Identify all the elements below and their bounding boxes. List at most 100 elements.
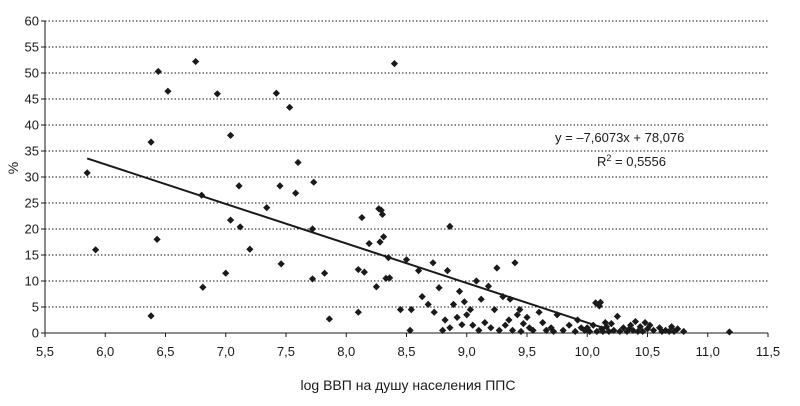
data-point <box>469 321 477 329</box>
data-point <box>649 326 658 334</box>
x-tick-label: 5,5 <box>36 344 54 359</box>
data-point <box>655 324 664 332</box>
data-point <box>429 259 437 267</box>
data-point <box>495 326 503 334</box>
data-point <box>517 327 525 336</box>
y-tick-label: 5 <box>32 300 39 315</box>
data-point <box>407 306 415 314</box>
data-point <box>402 256 411 264</box>
data-point <box>441 316 449 324</box>
data-point <box>308 225 317 233</box>
data-point <box>513 311 521 319</box>
data-point <box>435 284 443 292</box>
data-point <box>577 324 585 332</box>
data-point <box>406 326 414 334</box>
data-point <box>354 308 362 316</box>
data-point <box>484 282 493 290</box>
data-point <box>571 327 579 336</box>
data-point <box>325 315 333 323</box>
data-point <box>294 158 302 167</box>
data-point <box>680 327 688 336</box>
y-tick-label: 50 <box>25 66 39 81</box>
x-tick-label: 9,5 <box>518 344 536 359</box>
data-point <box>586 327 594 336</box>
data-point <box>320 269 329 277</box>
y-tick-label: 0 <box>32 326 39 341</box>
data-point <box>458 321 466 329</box>
data-point <box>375 205 383 213</box>
data-point <box>501 321 509 329</box>
data-point <box>453 313 461 321</box>
data-point <box>539 319 547 327</box>
data-point <box>499 293 507 301</box>
data-point <box>449 300 458 308</box>
y-axis-label: % <box>5 162 21 174</box>
data-point <box>725 328 734 336</box>
data-point <box>463 311 471 319</box>
data-point <box>475 326 483 334</box>
data-point <box>596 298 605 306</box>
data-point <box>386 274 394 282</box>
data-point <box>525 324 534 332</box>
data-point <box>627 321 635 329</box>
data-point <box>414 267 423 275</box>
y-tick-label: 35 <box>25 144 39 159</box>
data-point <box>226 131 235 139</box>
data-point <box>592 299 600 307</box>
data-point <box>446 324 454 332</box>
data-point <box>549 327 558 336</box>
data-point <box>605 327 613 336</box>
data-point <box>382 274 390 282</box>
y-tick-label: 15 <box>25 248 39 263</box>
y-tick-label: 55 <box>25 40 39 55</box>
data-point <box>523 313 531 321</box>
data-point <box>460 298 468 306</box>
data-point <box>360 268 368 276</box>
data-point <box>147 312 155 320</box>
y-tick-label: 45 <box>25 92 39 107</box>
trendline-equation: y = –7,6073x + 78,076 <box>555 130 684 145</box>
data-point <box>380 233 388 241</box>
data-point <box>396 306 405 314</box>
data-point <box>192 57 200 66</box>
data-point <box>547 324 555 332</box>
data-point <box>277 260 285 268</box>
data-point <box>358 213 366 222</box>
data-point <box>593 327 601 336</box>
r2-value: = 0,5556 <box>611 154 666 169</box>
data-points <box>83 57 734 336</box>
data-point <box>418 293 426 301</box>
data-point <box>466 306 474 314</box>
data-point <box>625 325 634 333</box>
data-point <box>430 308 438 316</box>
data-point <box>376 238 384 246</box>
data-point <box>424 300 432 308</box>
x-tick-label: 8,5 <box>397 344 415 359</box>
data-point <box>153 235 161 243</box>
data-point <box>634 327 642 336</box>
data-point <box>581 326 589 334</box>
data-point <box>92 246 100 254</box>
data-point <box>516 306 524 314</box>
y-tick-label: 60 <box>25 14 39 29</box>
x-axis-label: log ВВП на душу населения ППС <box>301 377 516 393</box>
data-point <box>519 320 527 328</box>
r2-exponent: 2 <box>606 153 611 163</box>
data-point <box>481 319 489 327</box>
data-point <box>559 326 567 334</box>
y-tick-label: 20 <box>25 222 39 237</box>
data-point <box>199 283 207 291</box>
x-tick-label: 9,0 <box>458 344 476 359</box>
x-tick-label: 8,0 <box>337 344 355 359</box>
data-point <box>505 316 513 324</box>
data-point <box>646 321 654 329</box>
data-point <box>236 223 244 231</box>
data-point <box>308 275 317 283</box>
data-point <box>619 324 627 332</box>
y-tick-label: 10 <box>25 274 39 289</box>
x-tick-label: 6,0 <box>96 344 114 359</box>
data-point <box>446 222 454 230</box>
data-point <box>583 324 591 332</box>
x-tick-label: 11,5 <box>756 344 780 359</box>
data-point <box>246 245 254 253</box>
